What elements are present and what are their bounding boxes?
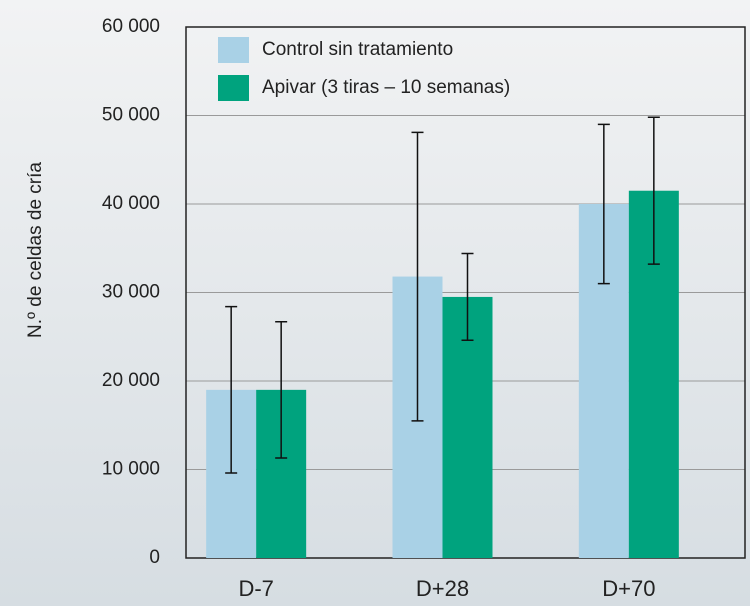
y-axis-label: N.º de celdas de cría bbox=[25, 162, 46, 338]
error-bar bbox=[411, 131, 424, 422]
error-bar bbox=[597, 123, 610, 285]
y-tick-label: 0 bbox=[149, 547, 160, 568]
x-tick-label: D+28 bbox=[416, 576, 469, 601]
legend-swatch bbox=[218, 37, 249, 63]
y-tick-label: 60 000 bbox=[102, 16, 160, 37]
legend-label: Apivar (3 tiras – 10 semanas) bbox=[262, 77, 510, 98]
error-bar bbox=[225, 305, 238, 474]
x-tick-label: D-7 bbox=[238, 576, 273, 601]
y-tick-label: 30 000 bbox=[102, 282, 160, 303]
y-tick-label: 20 000 bbox=[102, 370, 160, 391]
y-tick-label: 10 000 bbox=[102, 459, 160, 480]
y-tick-label: 50 000 bbox=[102, 105, 160, 126]
error-bar bbox=[275, 320, 288, 459]
legend-label: Control sin tratamiento bbox=[262, 39, 453, 60]
error-bar bbox=[461, 252, 474, 342]
y-tick-label: 40 000 bbox=[102, 193, 160, 214]
x-tick-label: D+70 bbox=[602, 576, 655, 601]
error-bar bbox=[647, 116, 660, 265]
legend-swatch bbox=[218, 75, 249, 101]
